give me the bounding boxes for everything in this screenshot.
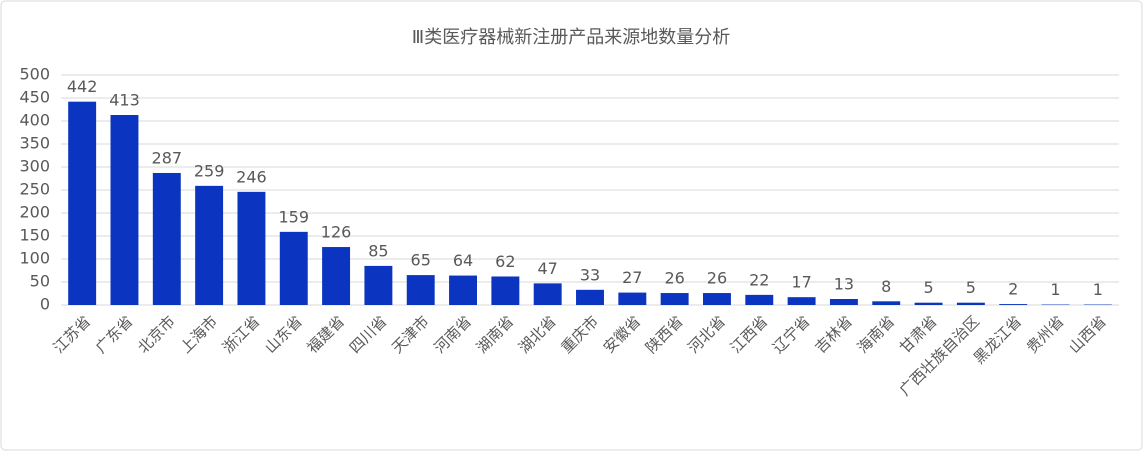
y-tick-label: 250 [19, 180, 50, 199]
y-tick-label: 300 [19, 157, 50, 176]
value-label: 259 [194, 161, 225, 180]
bar [914, 302, 943, 305]
bar [68, 101, 97, 306]
bar [322, 247, 351, 305]
bar [152, 172, 181, 305]
value-label: 13 [834, 275, 854, 294]
y-tick-label: 400 [19, 111, 50, 130]
bar [533, 283, 562, 305]
value-label: 2 [1008, 280, 1018, 299]
value-label: 26 [707, 269, 727, 288]
value-label: 126 [321, 223, 352, 242]
bar [195, 185, 224, 305]
y-tick-label: 50 [30, 272, 50, 291]
bar [279, 231, 308, 305]
bar [406, 275, 435, 305]
value-label: 65 [411, 251, 431, 270]
value-label: 159 [278, 207, 309, 226]
bar [660, 293, 689, 305]
value-label: 5 [966, 278, 976, 297]
bar [576, 289, 604, 305]
bar [872, 301, 901, 305]
value-label: 1 [1050, 280, 1060, 299]
y-tick-label: 200 [19, 203, 50, 222]
value-label: 85 [368, 241, 388, 260]
bar [999, 304, 1028, 305]
value-label: 22 [749, 270, 769, 289]
y-tick-label: 150 [19, 226, 50, 245]
bar [449, 275, 478, 305]
value-label: 64 [453, 251, 473, 270]
bar [829, 299, 858, 305]
value-label: 1 [1093, 280, 1103, 299]
value-label: 47 [538, 259, 558, 278]
value-label: 62 [495, 252, 515, 271]
y-tick-label: 100 [19, 249, 50, 268]
bar [364, 265, 393, 305]
bar [702, 293, 731, 305]
value-label: 442 [67, 77, 98, 96]
bar [956, 302, 985, 305]
bar [618, 292, 647, 305]
y-tick-label: 450 [19, 88, 50, 107]
value-label: 5 [923, 278, 933, 297]
y-tick-label: 0 [40, 295, 50, 314]
bar [491, 276, 520, 305]
bar [237, 191, 266, 305]
bar [110, 115, 139, 306]
value-label: 17 [791, 273, 811, 292]
value-label: 27 [622, 268, 642, 287]
bar [745, 294, 774, 305]
y-tick-label: 500 [19, 65, 50, 84]
value-label: 246 [236, 167, 267, 186]
bar [787, 297, 816, 305]
value-label: 33 [580, 265, 600, 284]
y-tick-label: 350 [19, 134, 50, 153]
value-label: 413 [109, 91, 140, 110]
chart-title: Ⅲ类医疗器械新注册产品来源地数量分析 [412, 27, 730, 48]
value-label: 26 [664, 269, 684, 288]
value-label: 287 [152, 148, 183, 167]
value-label: 8 [881, 277, 891, 296]
